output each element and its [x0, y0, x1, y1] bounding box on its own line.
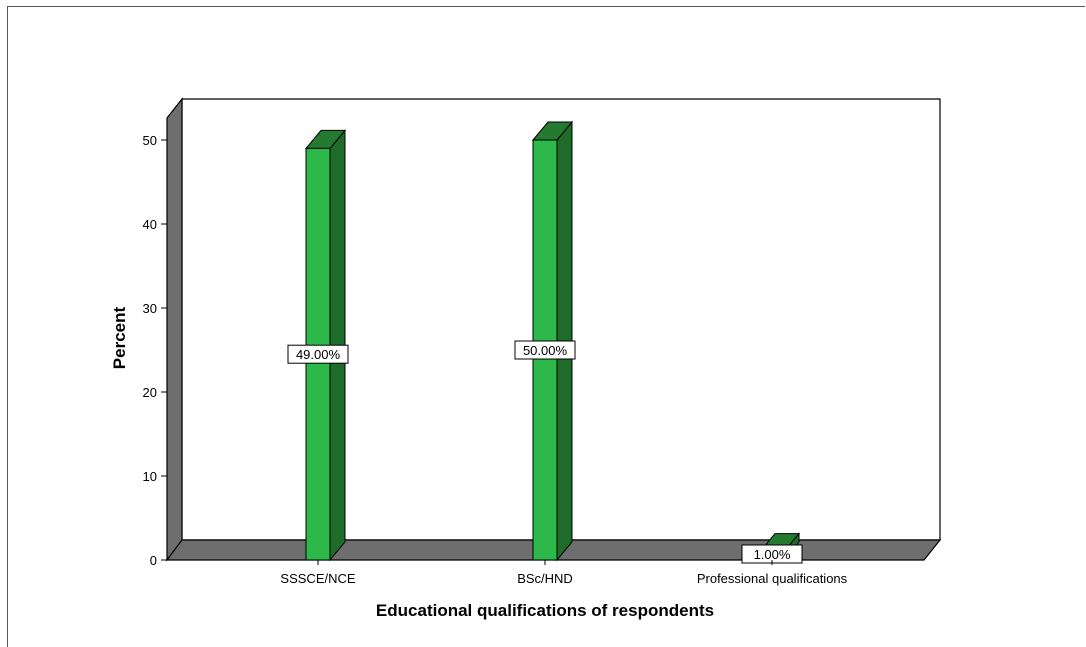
y-tick-label: 40: [143, 217, 157, 232]
y-tick-label: 50: [143, 133, 157, 148]
x-tick-label: BSc/HND: [517, 571, 573, 586]
y-axis-title: Percent: [110, 306, 129, 369]
y-tick-label: 20: [143, 385, 157, 400]
x-axis-categories: SSSCE/NCE BSc/HND Professional qualificati…: [280, 560, 848, 586]
y-tick-label: 0: [150, 553, 157, 568]
x-axis-title: Educational qualifications of respondent…: [376, 601, 714, 620]
data-label: 49.00%: [287, 344, 349, 364]
data-labels: 49.00% 50.00% 1.00%: [287, 340, 803, 564]
chart-frame: [7, 6, 1085, 647]
data-label-text: 50.00%: [523, 343, 568, 358]
y-tick-label: 30: [143, 301, 157, 316]
x-tick-label: SSSCE/NCE: [280, 571, 355, 586]
y-tick-label: 10: [143, 469, 157, 484]
data-label: 50.00%: [514, 340, 576, 360]
data-label-box: [514, 340, 576, 360]
data-label-text: 49.00%: [296, 347, 341, 362]
data-label-text: 1.00%: [754, 547, 791, 562]
x-tick-label: Professional qualifications: [697, 571, 848, 586]
data-label-box: [287, 344, 349, 364]
y-axis: 0 10 20 30 40 50: [143, 118, 168, 568]
left-wall: [166, 97, 183, 562]
data-label: 1.00%: [741, 544, 803, 564]
